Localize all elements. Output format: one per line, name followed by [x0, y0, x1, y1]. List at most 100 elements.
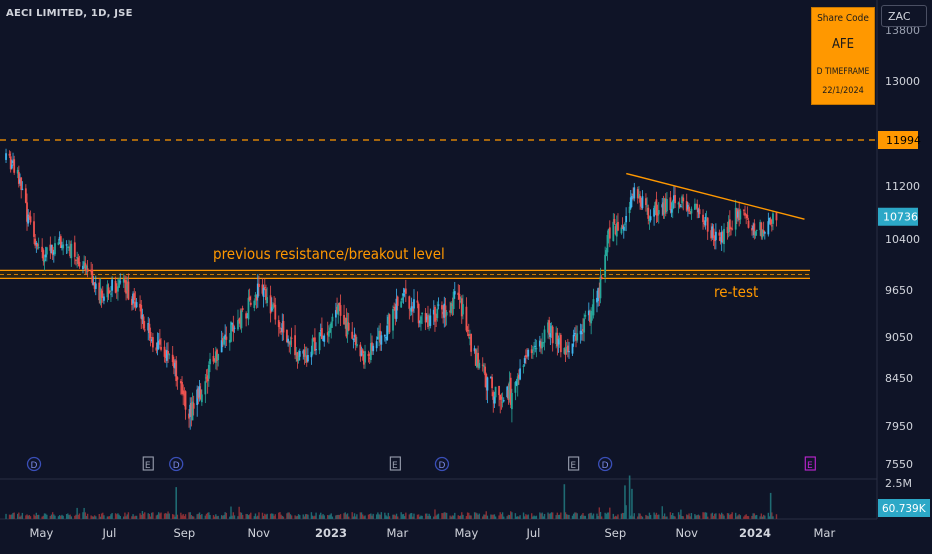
candle-body	[522, 365, 525, 367]
retest-annotation: re-test	[714, 283, 758, 301]
volume-bar	[568, 514, 570, 519]
candle-body	[417, 303, 420, 324]
volume-bar	[768, 516, 771, 519]
candle-body	[739, 210, 742, 220]
volume-spike	[631, 488, 633, 519]
volume-bar	[710, 513, 712, 519]
level-price-label-bg	[878, 131, 918, 149]
candle-body	[606, 234, 609, 253]
volume-bar	[134, 515, 137, 519]
volume-bar	[482, 516, 484, 519]
candle-body	[486, 377, 489, 391]
candle-body	[103, 296, 105, 301]
volume-bar	[738, 514, 740, 519]
candle-body	[100, 290, 103, 298]
candle-body	[710, 230, 713, 239]
volume-bar	[519, 515, 521, 519]
volume-bar	[703, 512, 705, 519]
volume-bar	[547, 512, 549, 519]
candle-body	[583, 318, 586, 333]
candle-body	[458, 293, 461, 300]
candle-body	[671, 201, 674, 210]
volume-bar	[737, 515, 739, 519]
candle-body	[107, 287, 110, 294]
candle-body	[132, 293, 134, 304]
volume-bar	[62, 515, 64, 519]
candle-body	[649, 216, 652, 221]
volume-bar	[548, 513, 550, 519]
candle-body	[682, 197, 685, 202]
volume-bar	[310, 512, 313, 519]
volume-bar	[247, 515, 250, 519]
volume-bar	[36, 514, 39, 519]
volume-bar	[111, 512, 113, 519]
candle-body	[163, 346, 166, 357]
candle-body	[184, 391, 187, 410]
volume-bar	[508, 515, 511, 519]
volume-bar	[100, 513, 103, 519]
volume-bar	[557, 514, 560, 519]
volume-bar	[26, 514, 28, 519]
volume-bar	[596, 513, 598, 519]
candle-body	[206, 375, 209, 382]
volume-bar	[213, 516, 216, 519]
candle-body	[425, 316, 428, 320]
candle-body	[770, 225, 773, 227]
volume-bar	[372, 513, 374, 519]
earnings-event-label: E	[807, 461, 813, 471]
volume-bar	[98, 513, 100, 519]
volume-bar	[140, 515, 142, 519]
volume-bar	[240, 512, 243, 519]
volume-spike	[563, 484, 566, 519]
candle-body	[338, 303, 341, 306]
volume-bar	[262, 515, 265, 519]
volume-bar	[590, 512, 592, 519]
candle-body	[612, 221, 615, 242]
candle-body	[307, 355, 309, 362]
volume-bar	[720, 512, 723, 519]
candle-body	[315, 349, 317, 351]
volume-bar	[655, 512, 658, 519]
candle-body	[437, 304, 440, 306]
volume-bar	[457, 515, 459, 519]
volume-bar	[503, 516, 505, 519]
volume-bar	[297, 514, 300, 519]
volume-bar	[278, 512, 280, 519]
volume-max-label: 2.5M	[885, 477, 912, 490]
volume-bar	[50, 514, 53, 519]
volume-bar	[582, 513, 584, 519]
volume-bar	[428, 513, 430, 519]
volume-bar	[102, 512, 104, 519]
candle-body	[485, 374, 488, 388]
volume-bar	[689, 516, 691, 519]
dividend-event-label: D	[31, 461, 38, 471]
candle-body	[617, 221, 619, 231]
candle-body	[702, 214, 704, 223]
volume-bar	[429, 515, 432, 519]
candle-body	[383, 334, 386, 337]
candle-body	[641, 196, 644, 209]
candle-body	[538, 340, 541, 347]
candle-body	[557, 338, 560, 345]
candle-body	[469, 337, 471, 339]
candle-body	[742, 209, 745, 211]
volume-bar	[677, 512, 680, 519]
volume-bar	[475, 512, 477, 519]
volume-bar	[232, 512, 235, 519]
volume-bar	[192, 516, 195, 519]
candle-body	[719, 237, 722, 242]
volume-spike	[769, 492, 772, 519]
volume-bar	[571, 515, 574, 519]
candle-body	[143, 329, 146, 331]
volume-bar	[380, 512, 383, 519]
volume-bar	[21, 512, 24, 519]
symbol-button[interactable]: ZAC	[881, 5, 927, 27]
candle-body	[564, 349, 567, 355]
candle-body	[125, 280, 127, 294]
volume-bar	[119, 516, 121, 519]
volume-bar	[196, 514, 198, 519]
candle-body	[429, 315, 432, 326]
volume-bar	[517, 516, 519, 519]
candle-body	[91, 269, 94, 283]
